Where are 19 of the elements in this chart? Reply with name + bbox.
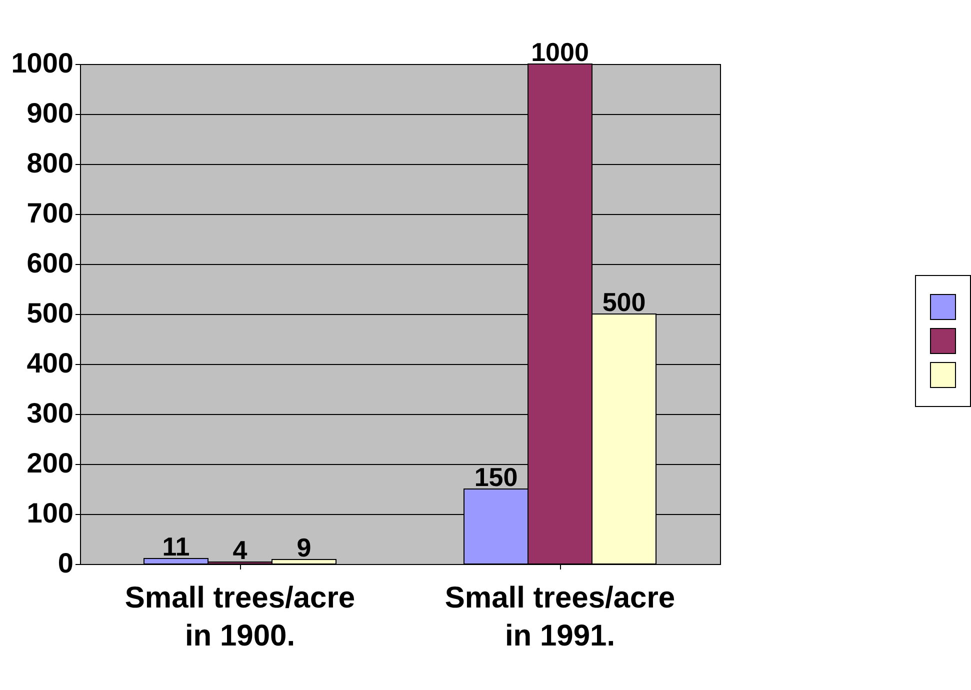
y-tick-label: 900 — [26, 98, 74, 128]
y-tick-label: 800 — [26, 148, 74, 178]
data-label: 500 — [602, 287, 646, 317]
y-tick-label: 100 — [26, 498, 74, 528]
data-label: 11 — [162, 532, 190, 562]
y-tick-label: 300 — [26, 398, 74, 428]
y-tick-label: 400 — [26, 348, 74, 378]
y-tick-label: 1000 — [11, 48, 74, 78]
x-tick-label: Small trees/acre in 1991. — [444, 582, 676, 652]
data-label: 1000 — [531, 37, 589, 67]
data-label: 150 — [474, 462, 518, 492]
data-label: 4 — [232, 535, 248, 565]
y-tick-label: 700 — [26, 198, 74, 228]
x-tick-label: Small trees/acre in 1900. — [124, 582, 356, 652]
data-label: 9 — [296, 532, 312, 562]
y-tick-label: 200 — [26, 448, 74, 478]
y-tick-label: 0 — [58, 548, 74, 578]
y-tick-label: 500 — [26, 298, 74, 328]
y-tick-label: 600 — [26, 248, 74, 278]
